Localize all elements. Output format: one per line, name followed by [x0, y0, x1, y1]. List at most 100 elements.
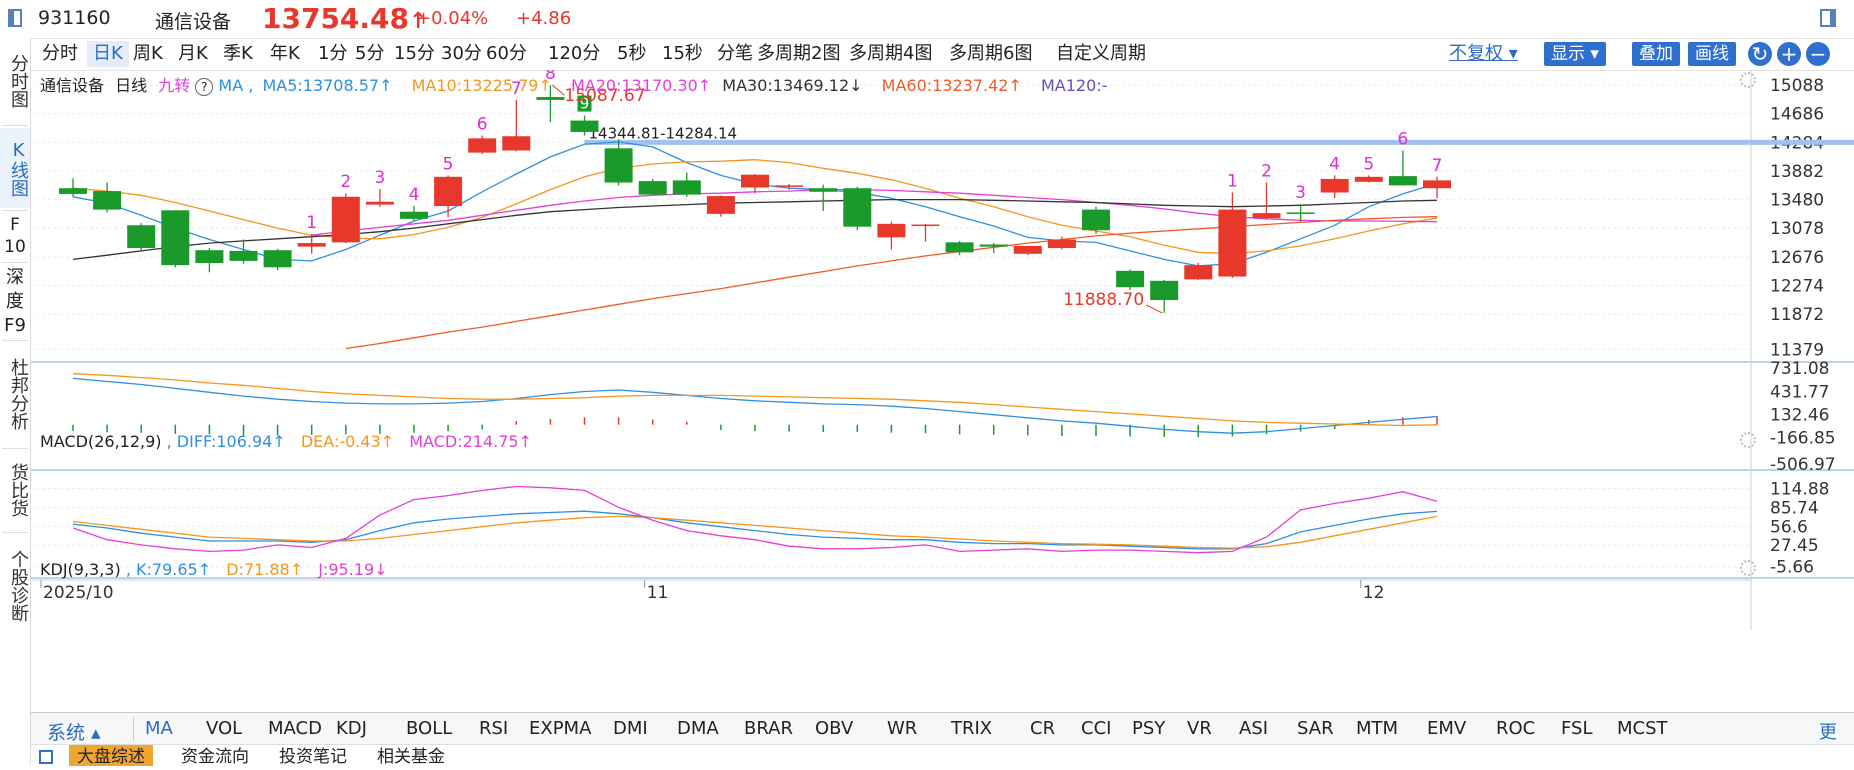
period-tab-18[interactable]: 自定义周期 [1056, 43, 1146, 64]
candle-body [604, 148, 633, 183]
x-tick-label: 12 [1363, 583, 1385, 603]
status-tab-1[interactable]: 资金流向 [181, 747, 249, 767]
period-tab-4[interactable]: 季K [223, 43, 253, 64]
nine-turn-label: 1 [1227, 171, 1238, 191]
period-tab-14[interactable]: 分笔 [717, 43, 753, 64]
indicator-tab-rsi[interactable]: RSI [479, 718, 509, 739]
tab-f10[interactable]: F 10 [4, 215, 26, 257]
help-icon[interactable]: ? [195, 78, 214, 96]
zoom-out-icon[interactable]: − [1806, 42, 1830, 66]
y-tick-label: 13882 [1770, 162, 1824, 182]
indicator-tab-mcst[interactable]: MCST [1617, 718, 1668, 739]
indicator-tab-dma[interactable]: DMA [677, 718, 719, 739]
kdj-settings-gear-icon[interactable] [1740, 560, 1756, 576]
indicator-tab-macd[interactable]: MACD [268, 718, 322, 739]
indicator-tab-roc[interactable]: ROC [1496, 718, 1536, 739]
indicator-tab-vr[interactable]: VR [1187, 718, 1212, 739]
period-tab-8[interactable]: 15分 [394, 43, 435, 64]
candle-body [809, 188, 838, 192]
period-tab-9[interactable]: 30分 [441, 43, 482, 64]
period-tab-10[interactable]: 60分 [486, 43, 527, 64]
indicator-tab-obv[interactable]: OBV [815, 718, 854, 739]
left-tab-bar: 分时图 K线图 F 10 深度 F9 杜邦分析 货比货 个股诊断 [0, 38, 31, 765]
indicator-tab-mtm[interactable]: MTM [1356, 718, 1399, 739]
indicator-tab-cci[interactable]: CCI [1081, 718, 1112, 739]
panel-toggle-icon[interactable] [39, 750, 53, 764]
period-tab-11[interactable]: 120分 [548, 43, 601, 64]
legend-macd: MACD:214.75↑ [409, 432, 532, 451]
period-tab-17[interactable]: 多周期6图 [949, 43, 1033, 64]
status-tab-3[interactable]: 相关基金 [377, 747, 445, 767]
nine-turn-label: 4 [1329, 154, 1340, 174]
tab-depth-f9[interactable]: 深度 F9 [4, 267, 26, 336]
candle-body [59, 188, 87, 194]
indicator-tab-trix[interactable]: TRIX [951, 718, 993, 739]
macd-settings-gear-icon[interactable] [1740, 432, 1756, 448]
indicator-tab-cr[interactable]: CR [1030, 718, 1056, 739]
status-tab-2[interactable]: 投资笔记 [279, 747, 347, 767]
indicator-tab-ma[interactable]: MA [145, 718, 173, 739]
macd-tick-label: 731.08 [1770, 359, 1829, 379]
indicator-tab-fsl[interactable]: FSL [1561, 718, 1593, 739]
draw-button[interactable]: 画线 [1688, 42, 1736, 66]
candle-body [434, 176, 463, 207]
legend-period: 日线 [115, 76, 148, 95]
period-tab-13[interactable]: 15秒 [662, 43, 703, 64]
indicator-tab-vol[interactable]: VOL [206, 718, 243, 739]
candle-body [1116, 270, 1145, 288]
tab-compare[interactable]: 货比货 [8, 463, 29, 517]
nine-turn-label: 4 [409, 185, 420, 205]
refresh-icon[interactable]: ↻ [1748, 42, 1772, 66]
candle-body [161, 210, 190, 266]
candle-body [775, 185, 804, 187]
main-settings-gear-icon[interactable] [1740, 72, 1756, 88]
kdj-tick-label: 27.45 [1770, 536, 1819, 556]
period-tab-2[interactable]: 周K [133, 43, 163, 64]
period-tab-1[interactable]: 日K [87, 41, 129, 67]
indicator-tab-asi[interactable]: ASI [1239, 718, 1269, 739]
period-tab-0[interactable]: 分时 [42, 43, 78, 64]
indicator-tab-expma[interactable]: EXPMA [529, 718, 592, 739]
ma-line-ma20 [311, 188, 1438, 236]
candle-body [1047, 239, 1076, 249]
status-tab-0[interactable]: 大盘综述 [69, 745, 153, 767]
tab-fenshi[interactable]: 分时图 [8, 54, 29, 108]
indicator-tab-系统[interactable]: 系统 ▴ [47, 722, 101, 744]
legend-fq[interactable]: 九转 [158, 76, 191, 95]
app-icon[interactable] [8, 9, 22, 27]
y-tick-label: 15088 [1770, 76, 1824, 96]
legend-ma30: MA30:13469.12↓ [722, 76, 863, 95]
kline-chart[interactable]: 1508814686142841388213480130781267612274… [31, 70, 1854, 712]
indicator-tab-emv[interactable]: EMV [1427, 718, 1467, 739]
period-tab-16[interactable]: 多周期4图 [849, 43, 933, 64]
window-restore-icon[interactable] [1820, 9, 1836, 27]
tab-diagnosis[interactable]: 个股诊断 [8, 550, 29, 622]
tab-kline[interactable]: K线图 [0, 128, 30, 208]
candle-body [570, 120, 599, 132]
period-tab-12[interactable]: 5秒 [617, 43, 647, 64]
indicator-tab-kdj[interactable]: KDJ [336, 718, 367, 739]
period-tab-7[interactable]: 5分 [355, 43, 385, 64]
legend-macd-name: MACD(26,12,9) [40, 432, 162, 451]
show-button[interactable]: 显示 ▾ [1544, 42, 1606, 66]
tab-dupont[interactable]: 杜邦分析 [8, 358, 29, 430]
indicator-tab-wr[interactable]: WR [887, 718, 918, 739]
overlay-button[interactable]: 叠加 [1632, 42, 1680, 66]
period-tab-5[interactable]: 年K [270, 43, 300, 64]
x-tick-label: 2025/10 [43, 583, 114, 603]
indicator-tab-dmi[interactable]: DMI [613, 718, 648, 739]
kdj-j-line [72, 485, 1438, 554]
zoom-in-icon[interactable]: + [1777, 42, 1801, 66]
nine-turn-label: 7 [511, 79, 522, 99]
candle-body [93, 191, 122, 210]
period-tab-6[interactable]: 1分 [318, 43, 348, 64]
period-tab-3[interactable]: 月K [178, 43, 208, 64]
nine-turn-label: 8 [545, 70, 556, 84]
macd-tick-label: -506.97 [1770, 455, 1836, 475]
period-tab-15[interactable]: 多周期2图 [757, 43, 841, 64]
fq-dropdown[interactable]: 不复权 ▾ [1449, 43, 1518, 64]
indicator-tab-brar[interactable]: BRAR [744, 718, 793, 739]
indicator-tab-psy[interactable]: PSY [1132, 718, 1166, 739]
indicator-tab-sar[interactable]: SAR [1297, 718, 1334, 739]
indicator-tab-boll[interactable]: BOLL [406, 718, 453, 739]
